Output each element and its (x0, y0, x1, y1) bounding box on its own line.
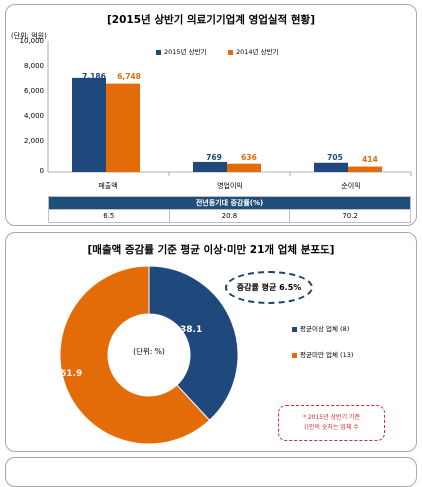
sales-performance-panel: [2015년 상반기 의료기기업계 영업실적 현황] (단위: 억원) 2015… (5, 4, 417, 226)
y-tick: 10,000 (19, 37, 45, 45)
legend-swatch-above (292, 326, 297, 332)
bar-operating-income-2015 (193, 161, 227, 172)
legend-2015: 2015년 상반기 (156, 46, 207, 56)
footnote-line-1: * 2015년 상반기 기준 (302, 414, 361, 421)
bar-sales-2014 (106, 83, 140, 172)
growth-table-header: 전년동기대 증감률(%) (48, 196, 411, 210)
bar-operating-income-2014 (227, 163, 261, 172)
bar-net-income-2015 (314, 162, 348, 172)
legend-swatch-below (292, 352, 297, 358)
distribution-panel: [매출액 증감률 기준 평균 이상·미만 21개 업체 분포도] 38.1 61… (5, 232, 417, 452)
y-tick: 6,000 (23, 87, 44, 95)
y-tick: 8,000 (23, 62, 44, 70)
average-callout-text: 증감률 평균 6.5% (236, 283, 302, 292)
data-label-net-2015: 705 (327, 153, 343, 162)
pie-label-above: 38.1 (180, 325, 203, 335)
footnote-line-2: ()안의 숫자는 업체 수 (304, 424, 359, 431)
growth-cell: 20.8 (168, 209, 291, 223)
data-label-sales-2015: 7,186 (82, 72, 106, 81)
bar-net-income-2014 (348, 166, 382, 172)
x-category-label: 영업이익 (217, 182, 243, 190)
unit-label: (단위: 억원) (11, 32, 47, 40)
average-callout: 증감률 평균 6.5% (225, 271, 313, 304)
pie-chart-title: [매출액 증감률 기준 평균 이상·미만 21개 업체 분포도] (87, 244, 335, 256)
growth-rate-table: 전년동기대 증감률(%) 6.5 20.8 70.2 (48, 196, 411, 223)
legend-label-below: 평균미만 업체 (300, 351, 338, 359)
legend-label-2014: 2014년 상반기 (236, 48, 279, 56)
pie-label-below: 61.9 (60, 369, 83, 379)
legend-below-average: 평균미만 업체 (13) (292, 349, 353, 359)
data-label-op-2015: 769 (206, 153, 222, 162)
growth-cell: 6.5 (48, 209, 170, 223)
data-label-net-2014: 414 (362, 155, 378, 164)
legend-label-2015: 2015년 상반기 (164, 48, 207, 56)
legend-label-above: 평균이상 업체 (300, 325, 338, 333)
x-category-label: 매출액 (98, 182, 118, 190)
bar-sales-2015 (72, 77, 106, 172)
y-tick: 2,000 (23, 137, 44, 145)
legend-count-below: (13) (340, 351, 354, 359)
bar-chart-title: [2015년 상반기 의료기기업계 영업실적 현황] (106, 14, 315, 26)
bar-chart (47, 41, 412, 176)
legend-above-average: 평균이상 업체 (8) (292, 323, 349, 333)
x-category-label: 순이익 (341, 182, 361, 190)
growth-cell: 70.2 (289, 209, 411, 223)
legend-swatch-2014 (228, 49, 233, 55)
pie-slice-below-average (59, 265, 211, 445)
pie-slice-above-average (148, 265, 239, 421)
pie-center-label: (단위: %) (133, 347, 165, 356)
footnote-box: * 2015년 상반기 기준 ()안의 숫자는 업체 수 (278, 405, 385, 441)
legend-swatch-2015 (156, 49, 161, 55)
data-label-op-2014: 636 (241, 153, 257, 162)
next-panel-edge (5, 457, 417, 487)
data-label-sales-2014: 6,748 (117, 72, 141, 81)
y-tick: 4,000 (23, 112, 44, 120)
legend-2014: 2014년 상반기 (228, 46, 279, 56)
y-tick: 0 (39, 167, 44, 175)
legend-count-above: (8) (340, 325, 350, 333)
pie-chart (59, 265, 239, 445)
